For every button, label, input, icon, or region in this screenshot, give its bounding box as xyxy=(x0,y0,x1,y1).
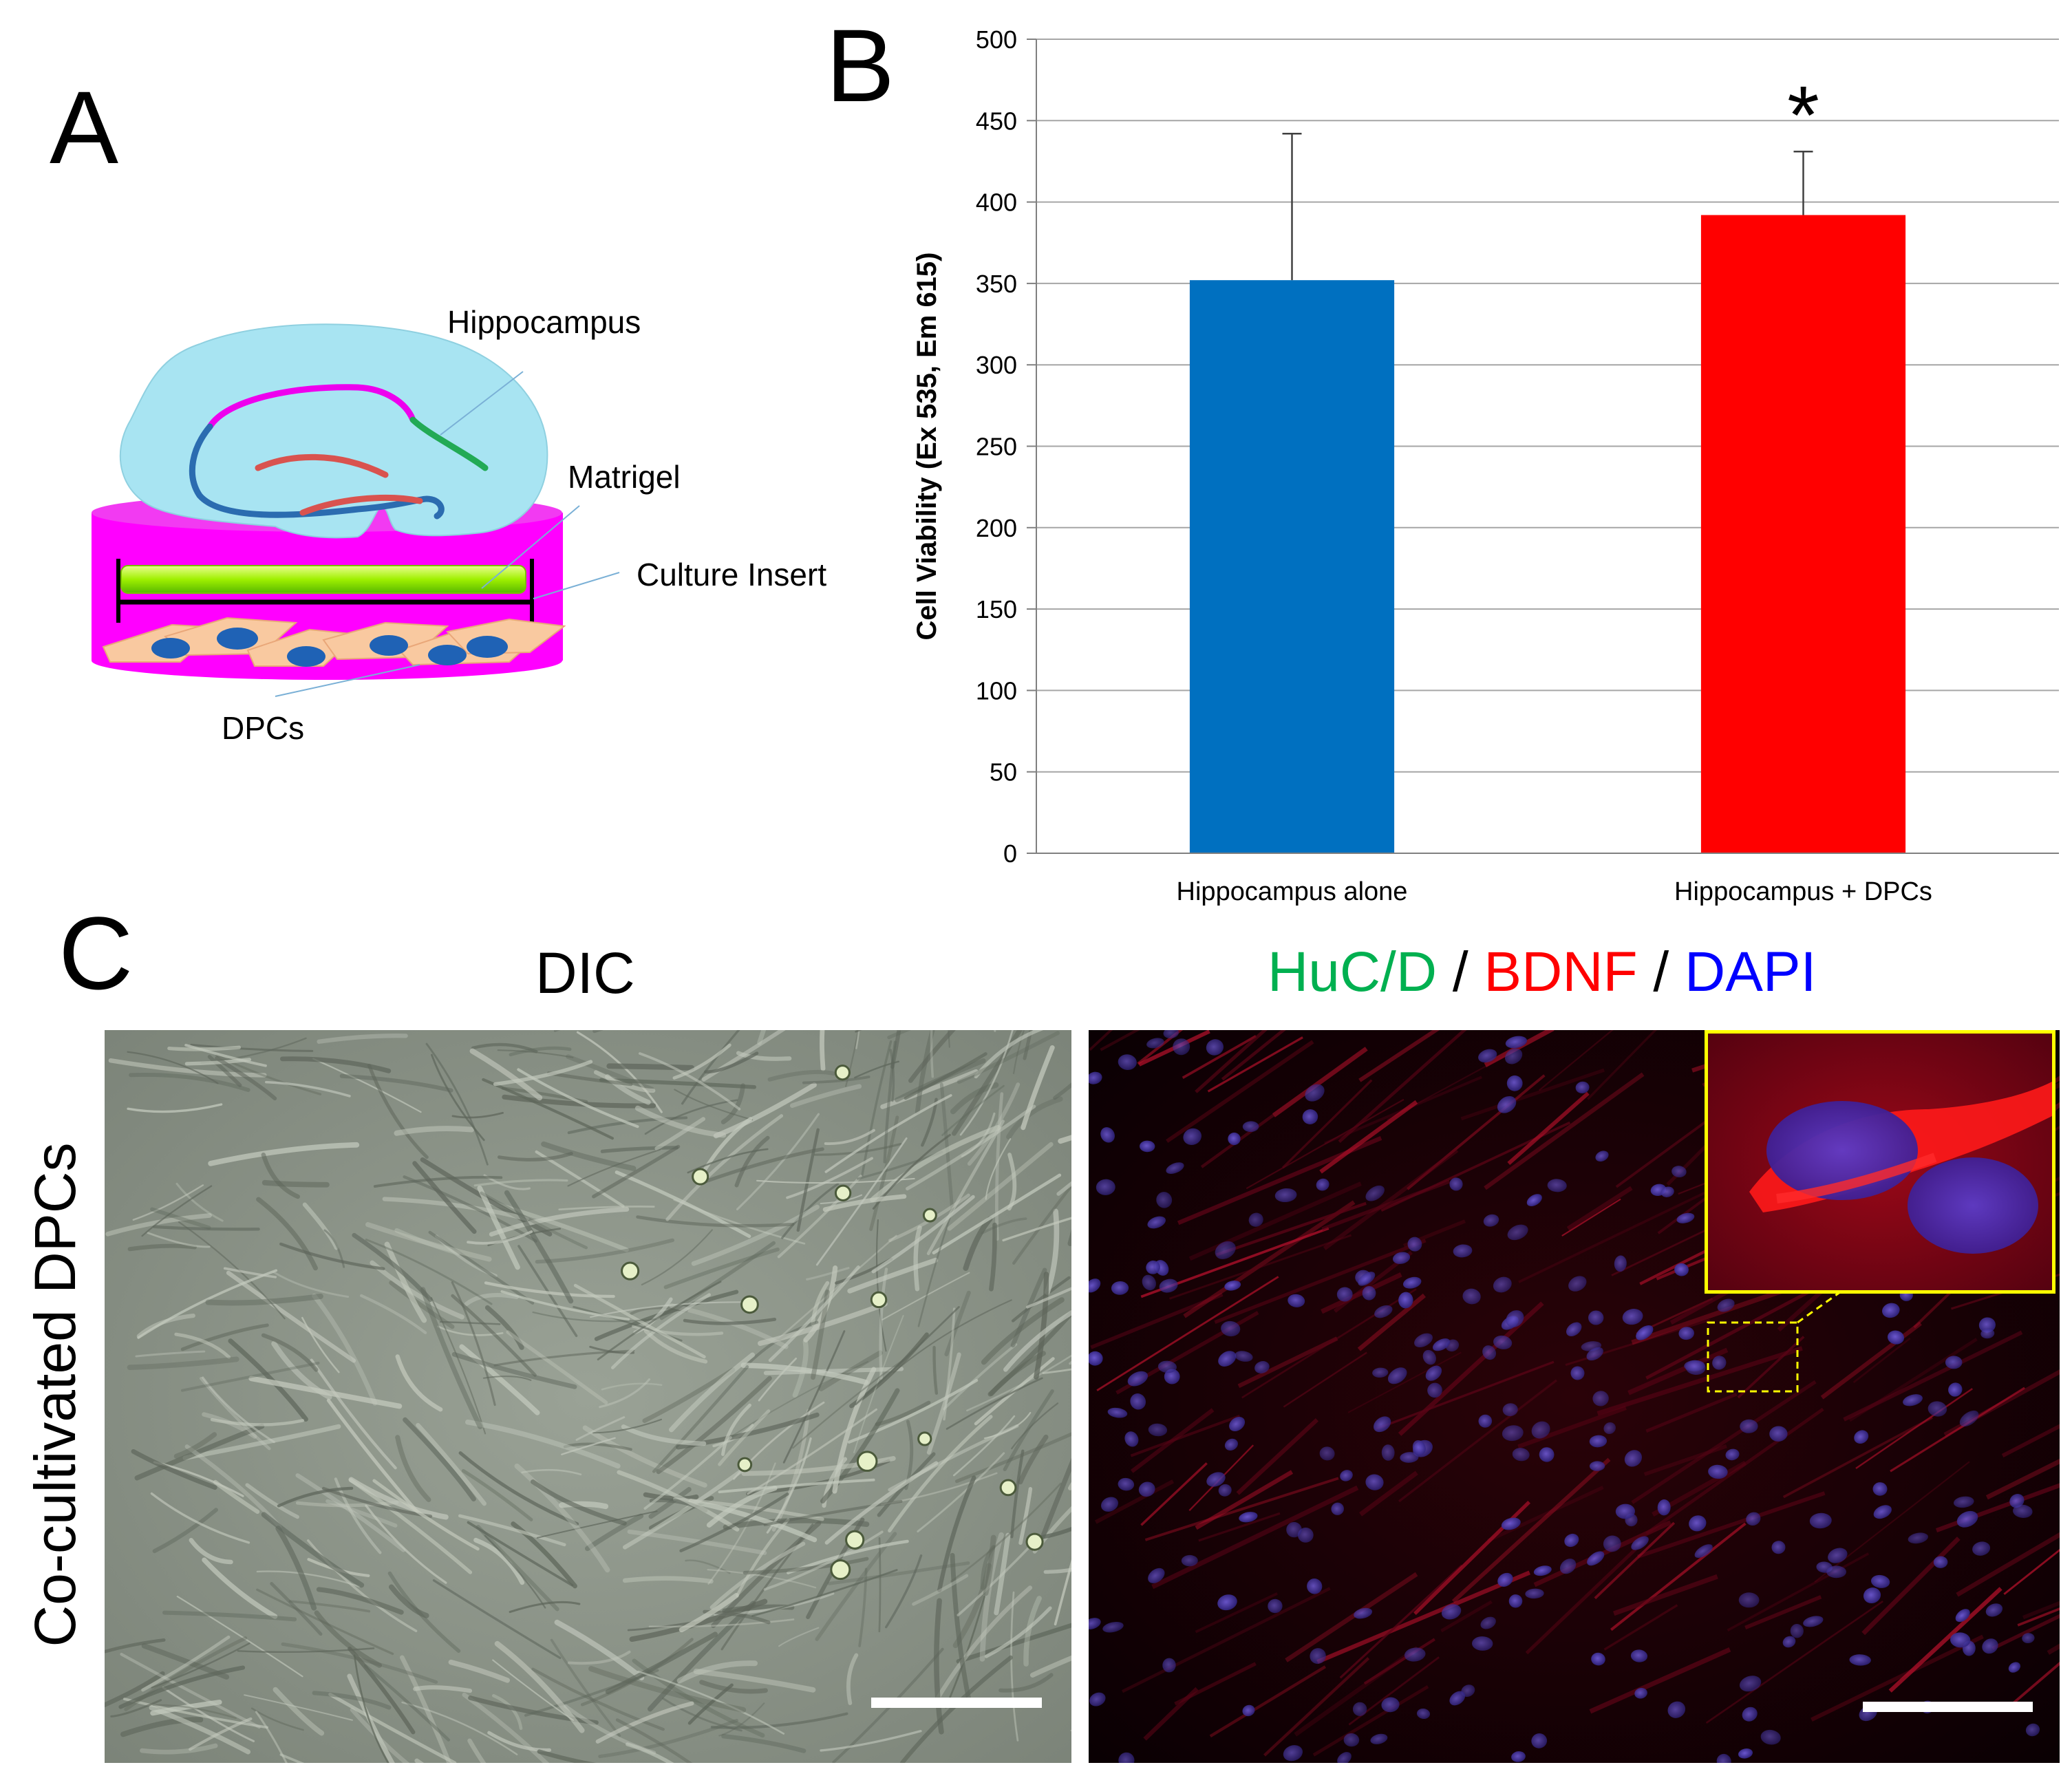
y-tick-label-400: 400 xyxy=(976,189,1017,217)
y-tick-label-350: 350 xyxy=(976,270,1017,298)
label-hippocampus: Hippocampus xyxy=(447,304,641,340)
matrigel-bar xyxy=(120,565,526,594)
hippocampus-layer-green xyxy=(409,416,489,471)
dic-micrograph xyxy=(105,1030,1071,1763)
dic-scale-bar xyxy=(871,1698,1042,1708)
leader-hippocampus xyxy=(440,371,524,436)
hippocampus-layer-blue xyxy=(189,423,445,520)
y-tick-label-450: 450 xyxy=(976,107,1017,135)
chart-bars xyxy=(1189,132,1906,854)
panel-letter-b: B xyxy=(826,8,895,123)
y-tick-label-50: 50 xyxy=(990,758,1017,787)
stain-title-bdnf: BDNF xyxy=(1484,941,1638,1003)
leader-matrigel xyxy=(481,505,580,589)
fluorescence-inset xyxy=(1705,1030,2055,1294)
y-tick-label-250: 250 xyxy=(976,433,1017,461)
panel-letter-c: C xyxy=(58,895,133,1011)
panel-letter-a: A xyxy=(50,69,119,185)
stain-title: HuC/D / BDNF / DAPI xyxy=(1268,944,1816,1001)
fluorescence-scale-bar xyxy=(1863,1702,2033,1712)
hippocampus-layer-red-1 xyxy=(255,453,389,478)
stain-title-huc: HuC/D xyxy=(1268,941,1438,1003)
y-tick-label-150: 150 xyxy=(976,595,1017,623)
y-tick-label-500: 500 xyxy=(976,25,1017,54)
label-dpcs: DPCs xyxy=(222,710,305,746)
leader-culture-insert xyxy=(533,572,620,599)
y-tick-label-0: 0 xyxy=(1003,839,1017,868)
y-tick-label-100: 100 xyxy=(976,676,1017,705)
fluorescence-micrograph xyxy=(1089,1030,2060,1763)
hippocampus-tissue xyxy=(119,323,548,539)
stain-title-sep-2: / xyxy=(1637,941,1685,1003)
leader-dpcs xyxy=(275,664,420,697)
hippocampus-layer-red-2 xyxy=(299,494,423,516)
significance-marker-0: * xyxy=(1787,69,1819,161)
row-label-container: Co-cultivated DPCs xyxy=(17,1030,93,1759)
chart-y-axis-label: Cell Viability (Ex 535, Em 615) xyxy=(912,253,942,641)
x-category-label-0: Hippocampus alone xyxy=(1177,877,1408,906)
y-tick-label-200: 200 xyxy=(976,514,1017,542)
row-label-co-cultivated-dpcs: Co-cultivated DPCs xyxy=(23,1142,87,1647)
stain-title-dapi: DAPI xyxy=(1684,941,1817,1003)
culture-schematic-diagram xyxy=(92,323,620,697)
hippocampus-layer-magenta xyxy=(206,384,416,430)
bar-1 xyxy=(1700,215,1906,853)
label-culture-insert: Culture Insert xyxy=(637,557,827,592)
cell-viability-bar-chart: 0 50 100 150 200 250 300 350 400 450 500 Hippocampu… xyxy=(912,25,2059,906)
chart-axes: 0 50 100 150 200 250 300 350 400 450 500 Hippocampu… xyxy=(976,25,2059,906)
stain-title-sep-1: / xyxy=(1437,941,1484,1003)
dic-title: DIC xyxy=(535,941,635,1005)
roi-dashed-box xyxy=(1707,1321,1799,1393)
y-tick-label-300: 300 xyxy=(976,351,1017,379)
bar-0 xyxy=(1189,280,1395,854)
label-matrigel: Matrigel xyxy=(568,459,681,495)
dpc-cells xyxy=(102,617,566,667)
x-category-label-1: Hippocampus + DPCs xyxy=(1674,877,1932,906)
